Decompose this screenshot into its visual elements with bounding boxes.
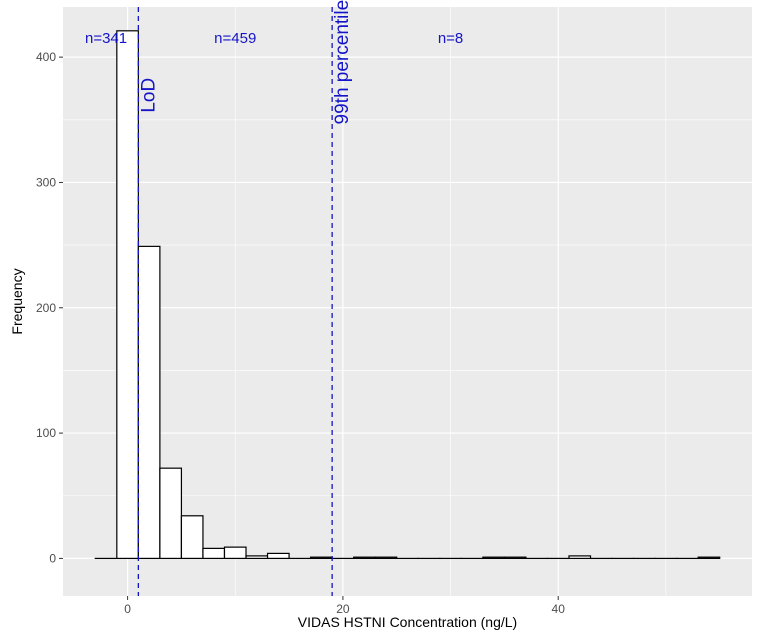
histogram-bar xyxy=(310,556,333,560)
x-tick-label: 40 xyxy=(552,602,566,616)
x-tick-label: 0 xyxy=(124,602,131,616)
histogram-bar xyxy=(202,547,226,560)
minor-gridlines xyxy=(63,7,752,596)
y-tick-label: 0 xyxy=(49,551,56,565)
y-tick-label: 200 xyxy=(36,301,56,315)
histogram-bar xyxy=(245,555,269,560)
count-annotation: n=8 xyxy=(438,30,463,47)
histogram-bar xyxy=(180,515,204,560)
y-tick-label: 100 xyxy=(36,426,56,440)
histogram-bar xyxy=(568,555,592,560)
histogram-bar xyxy=(137,245,161,560)
histogram-bar xyxy=(223,546,247,560)
reference-line-label: LoD xyxy=(138,78,159,113)
count-annotation: n=341 xyxy=(85,30,127,47)
x-tick-label: 20 xyxy=(336,602,350,616)
histogram-bar xyxy=(353,556,376,560)
histogram-bar xyxy=(116,30,139,560)
histogram-bar xyxy=(374,556,398,560)
reference-line-label: 99th percentile xyxy=(332,0,353,124)
histogram-bar xyxy=(482,556,505,560)
x-axis-title: VIDAS HSTNI Concentration (ng/L) xyxy=(298,614,517,630)
histogram-bars xyxy=(94,30,721,560)
count-annotations: n=341 n=459 n=8 xyxy=(85,30,463,47)
histogram-bar xyxy=(503,556,527,560)
y-axis-title: Frequency xyxy=(9,268,25,334)
y-tick-label: 300 xyxy=(36,175,56,189)
reference-lines: LoD 99th percentile xyxy=(137,0,353,596)
histogram-bar xyxy=(266,552,290,560)
histogram-bar xyxy=(159,467,183,560)
count-annotation: n=459 xyxy=(214,30,256,47)
y-tick-label: 400 xyxy=(36,50,56,64)
histogram-bar xyxy=(697,556,721,560)
